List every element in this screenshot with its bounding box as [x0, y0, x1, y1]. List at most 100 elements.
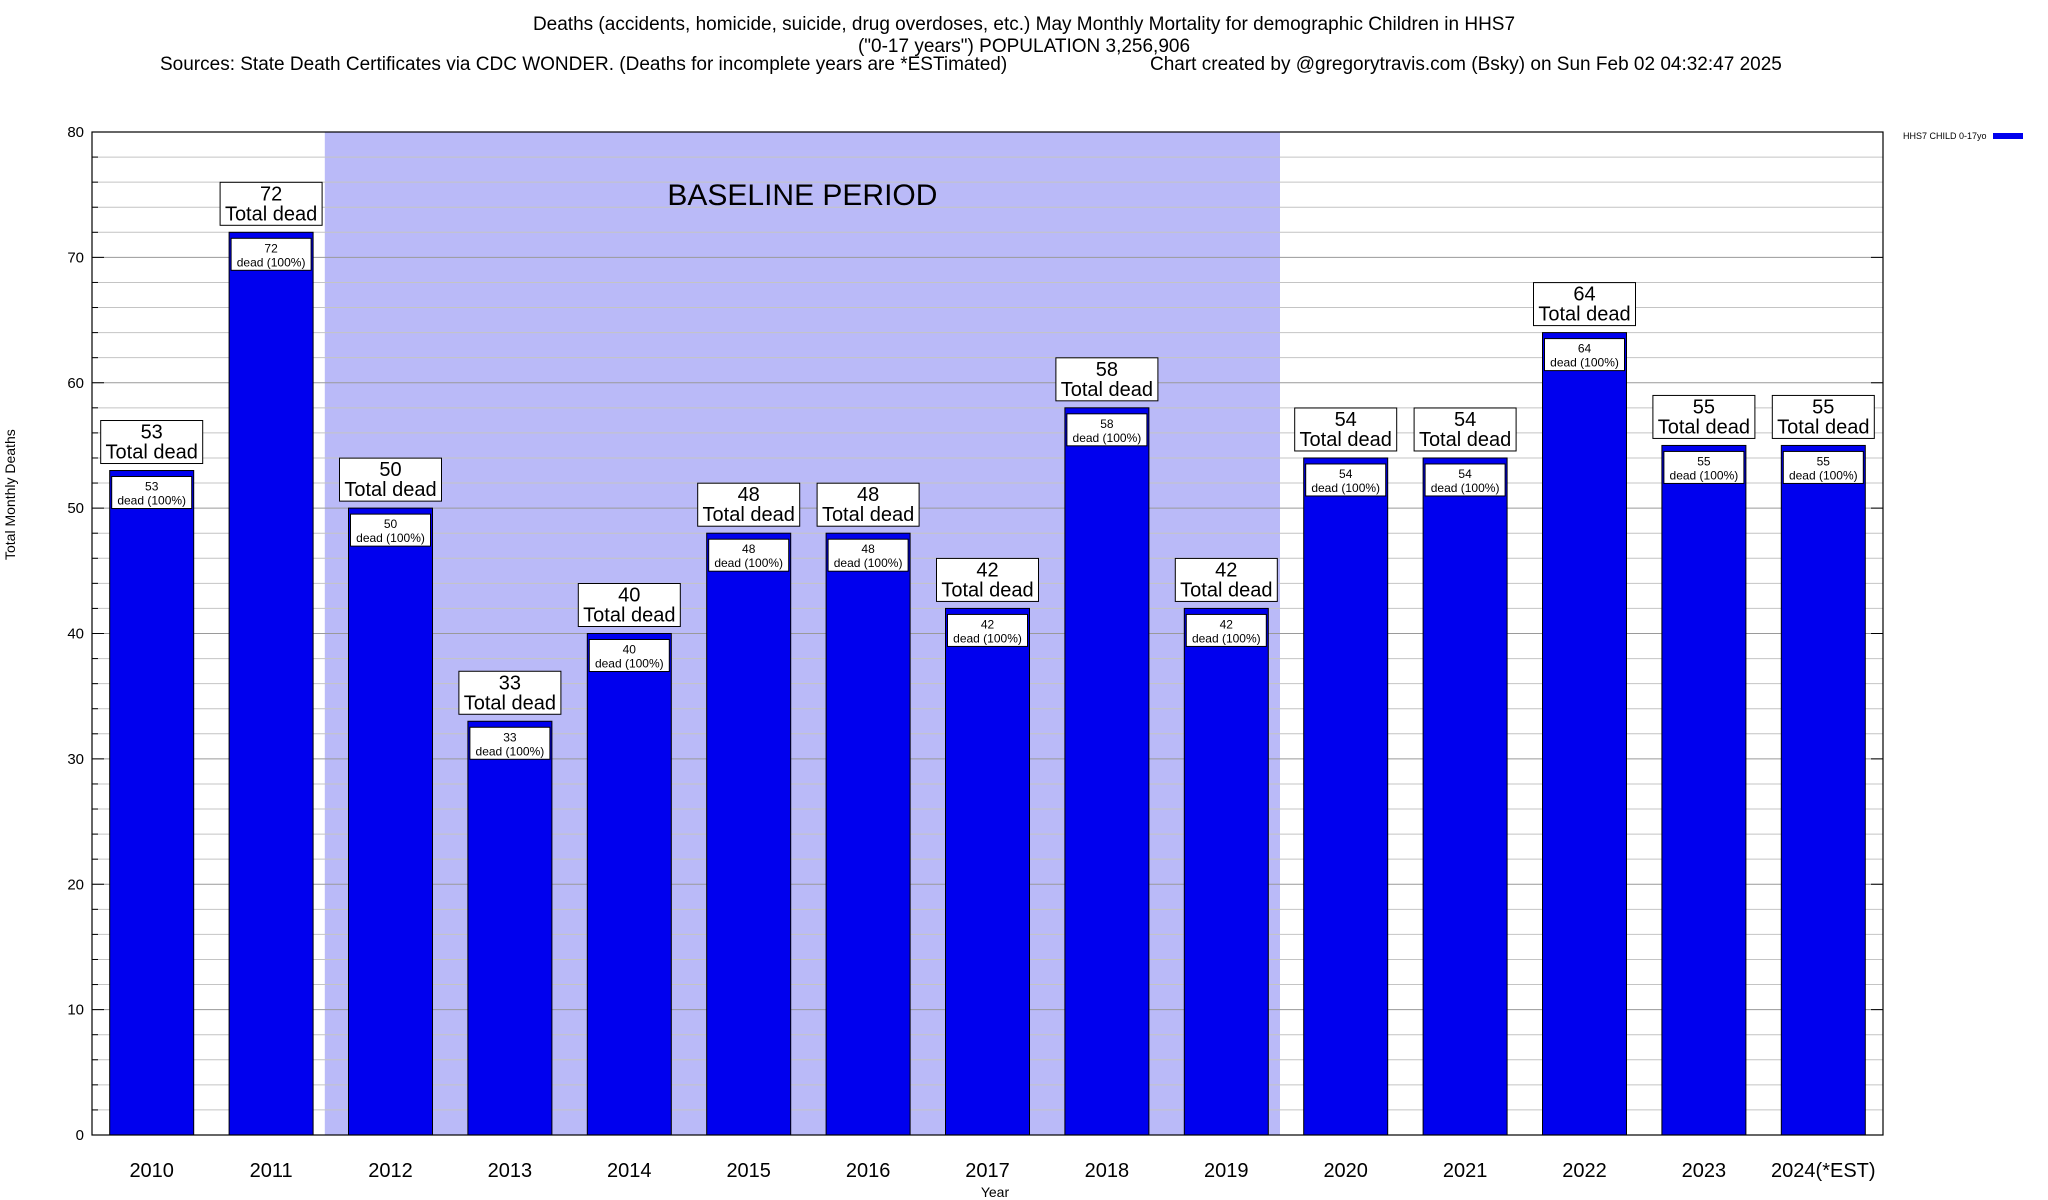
inner-percent-label: dead (100%) [834, 556, 903, 570]
inner-percent-label: dead (100%) [1073, 431, 1142, 445]
y-tick-label: 80 [67, 124, 84, 141]
x-tick-label: 2022 [1562, 1160, 1607, 1182]
total-dead-label: Total dead [1538, 304, 1630, 326]
total-label-box [219, 181, 323, 226]
inner-label-box [708, 538, 790, 572]
x-tick-label: 2014 [607, 1160, 652, 1182]
y-tick-label: 0 [76, 1127, 84, 1144]
inner-value-label: 58 [1100, 417, 1114, 431]
inner-percent-label: dead (100%) [476, 744, 545, 758]
y-tick-label: 60 [67, 375, 84, 392]
x-tick-label: 2012 [368, 1160, 413, 1182]
inner-label-box [1424, 463, 1506, 497]
inner-value-label: 54 [1339, 467, 1353, 481]
total-label-box [1652, 394, 1756, 439]
legend-swatch [1992, 133, 2023, 139]
bar [1661, 444, 1747, 1136]
total-label-box [697, 482, 801, 527]
baseline-period-label: BASELINE PERIOD [667, 179, 937, 212]
total-dead-label: Total dead [1777, 416, 1869, 438]
bar [228, 231, 314, 1136]
x-tick-label: 2013 [488, 1160, 533, 1182]
x-tick-label: 2021 [1443, 1160, 1488, 1182]
inner-label-box [947, 613, 1028, 647]
total-dead-label: Total dead [1180, 579, 1272, 601]
total-label-box [458, 670, 562, 715]
y-tick-label: 70 [67, 249, 84, 266]
inner-value-label: 64 [1578, 342, 1592, 356]
y-tick-label: 30 [67, 751, 84, 768]
total-dead-label: Total dead [1061, 379, 1153, 401]
total-value-label: 64 [1573, 284, 1595, 306]
inner-percent-label: dead (100%) [1550, 356, 1619, 370]
total-value-label: 33 [499, 672, 521, 694]
inner-value-label: 48 [861, 542, 875, 556]
title-line-2: ("0-17 years") POPULATION 3,256,906 [857, 36, 1191, 57]
total-value-label: 72 [260, 183, 282, 205]
inner-value-label: 53 [145, 480, 159, 494]
inner-value-label: 54 [1458, 467, 1472, 481]
y-tick-label: 20 [67, 876, 84, 893]
inner-percent-label: dead (100%) [714, 556, 783, 570]
bar [1780, 444, 1866, 1136]
inner-label-box [1066, 413, 1148, 447]
total-label-box [339, 457, 442, 502]
bar [348, 507, 433, 1136]
total-value-label: 58 [1096, 359, 1118, 381]
x-tick-label: 2017 [965, 1160, 1010, 1182]
total-value-label: 48 [738, 484, 760, 506]
total-dead-label: Total dead [225, 203, 317, 225]
total-dead-label: Total dead [941, 579, 1033, 601]
total-value-label: 48 [857, 484, 879, 506]
inner-label-box [1185, 613, 1267, 647]
total-value-label: 54 [1335, 409, 1357, 431]
inner-value-label: 42 [981, 617, 995, 631]
inner-value-label: 40 [623, 643, 637, 657]
x-tick-label: 2019 [1204, 1160, 1249, 1182]
inner-label-box [1782, 450, 1864, 484]
bar [945, 607, 1030, 1136]
y-tick-label: 40 [67, 626, 84, 643]
inner-percent-label: dead (100%) [356, 531, 425, 545]
inner-percent-label: dead (100%) [595, 657, 664, 671]
x-tick-label: 2024(*EST) [1771, 1160, 1876, 1182]
x-tick-label: 2023 [1682, 1160, 1727, 1182]
inner-value-label: 55 [1697, 454, 1711, 468]
x-tick-label: 2010 [129, 1160, 174, 1182]
inner-percent-label: dead (100%) [1311, 481, 1380, 495]
inner-label-box [469, 726, 551, 760]
inner-percent-label: dead (100%) [117, 494, 186, 508]
y-tick-label: 10 [67, 1002, 84, 1019]
bar [586, 633, 672, 1136]
x-axis-title: Year [980, 1184, 1010, 1200]
legend: HHS7 CHILD 0-17yo [1903, 131, 2023, 141]
inner-value-label: 55 [1817, 454, 1831, 468]
inner-percent-label: dead (100%) [237, 255, 306, 269]
total-dead-label: Total dead [344, 479, 436, 501]
total-value-label: 50 [379, 459, 401, 481]
bar [1422, 457, 1508, 1136]
inner-percent-label: dead (100%) [1192, 631, 1261, 645]
title-line-1: Deaths (accidents, homicide, suicide, dr… [532, 14, 1516, 35]
total-label-box [1294, 407, 1398, 452]
inner-label-box [827, 538, 909, 572]
inner-value-label: 50 [384, 517, 398, 531]
total-label-box [577, 583, 681, 627]
bar [1542, 332, 1627, 1136]
total-dead-label: Total dead [703, 504, 795, 526]
total-dead-label: Total dead [1419, 429, 1511, 451]
inner-value-label: 33 [503, 730, 517, 744]
total-label-box [1413, 407, 1517, 452]
bar [825, 532, 911, 1136]
total-value-label: 42 [976, 559, 998, 581]
total-value-label: 53 [141, 422, 163, 444]
total-label-box [1771, 394, 1875, 439]
credit-text: Chart created by @gregorytravis.com (Bsk… [1150, 54, 1782, 75]
inner-label-box [588, 639, 670, 672]
total-dead-label: Total dead [1300, 429, 1392, 451]
x-tick-label: 2020 [1323, 1160, 1368, 1182]
bar [1064, 407, 1150, 1136]
total-dead-label: Total dead [583, 605, 675, 627]
